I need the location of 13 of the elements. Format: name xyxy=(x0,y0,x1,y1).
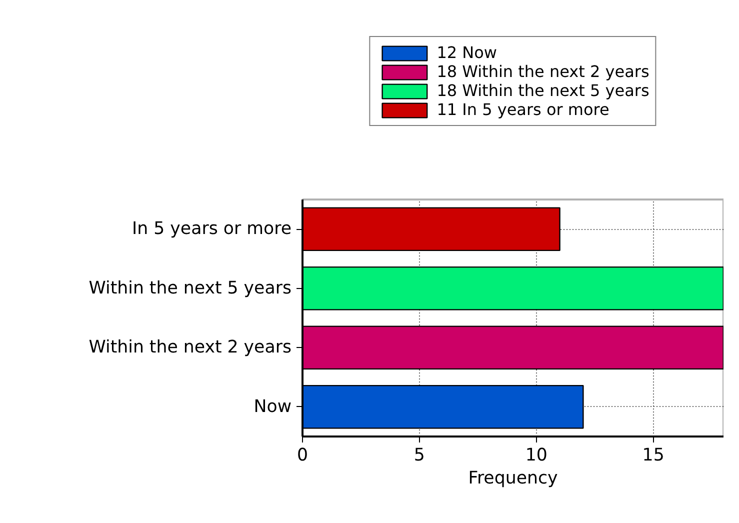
legend-label: 18 Within the next 5 years xyxy=(436,81,650,100)
x-tick-label: 10 xyxy=(525,446,548,466)
y-tick-label: Now xyxy=(254,396,292,417)
x-tick-label: 0 xyxy=(296,446,308,466)
y-tick-label: In 5 years or more xyxy=(132,219,292,240)
legend-label: 11 In 5 years or more xyxy=(436,100,610,119)
x-tick-label: 15 xyxy=(642,446,664,466)
legend-label: 12 Now xyxy=(436,43,497,62)
x-axis-title: Frequency xyxy=(468,468,558,488)
y-tick-label: Within the next 5 years xyxy=(88,278,292,298)
x-tick-label: 5 xyxy=(414,446,425,466)
y-tick-label: Within the next 2 years xyxy=(88,338,292,358)
legend-label: 18 Within the next 2 years xyxy=(436,62,650,81)
